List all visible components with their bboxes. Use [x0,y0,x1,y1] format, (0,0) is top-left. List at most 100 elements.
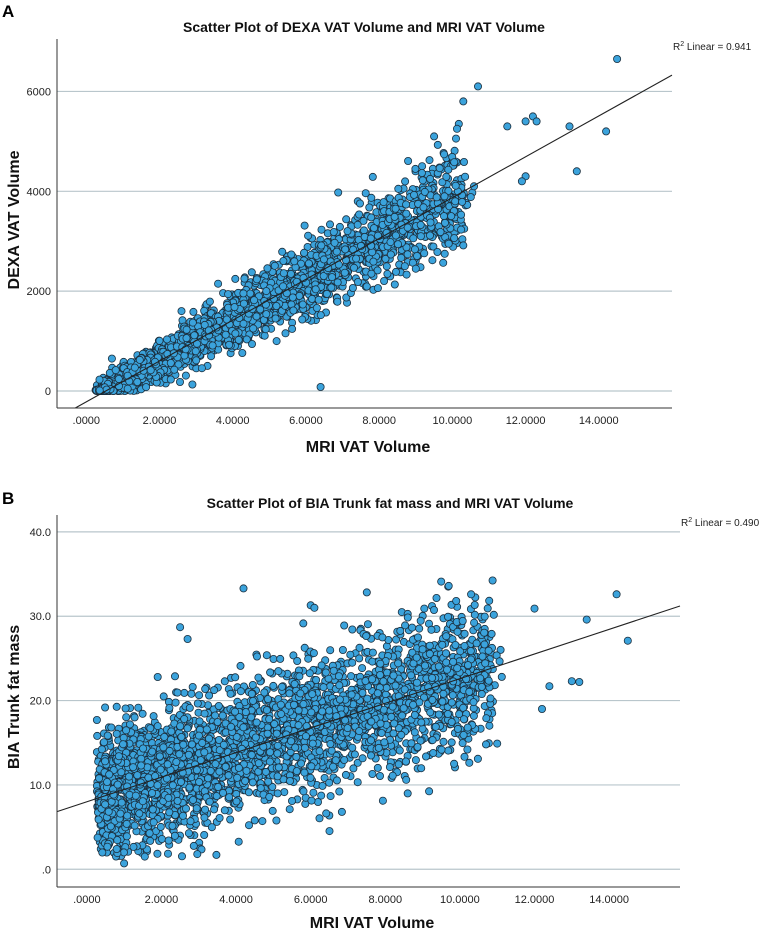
data-point [480,612,489,621]
data-point [189,841,198,850]
data-point [271,314,280,323]
data-point [426,218,435,227]
y-tick-label: 4000 [27,186,51,198]
data-point [340,621,349,630]
data-point [279,282,288,291]
data-point [190,331,199,340]
data-point [250,296,259,305]
data-point [226,815,235,824]
data-point [410,245,419,254]
data-point [300,248,309,257]
data-point [315,814,324,823]
data-point [613,55,622,64]
data-point [238,348,247,357]
data-point [450,158,459,167]
data-point [439,212,448,221]
data-point [418,162,427,171]
data-point [433,140,442,149]
data-point [365,203,374,212]
data-point [517,177,526,186]
data-point [181,371,190,380]
data-point [457,210,466,219]
data-point [442,665,451,674]
data-point [295,291,304,300]
x-axis-title: MRI VAT Volume [306,439,431,456]
x-tick-label: 14.0000 [579,415,619,427]
data-point [411,164,420,173]
data-point [215,814,224,823]
data-point [330,238,339,247]
data-point [470,618,479,627]
chart-title: Scatter Plot of DEXA VAT Volume and MRI … [183,19,545,35]
data-point [481,740,490,749]
data-point [394,184,403,193]
data-points [91,55,622,395]
data-point [286,269,295,278]
data-point [361,189,370,198]
data-point [416,220,425,229]
data-point [252,275,261,284]
data-point [380,276,389,285]
data-point [483,604,492,613]
data-point [193,699,202,708]
data-point [432,193,441,202]
data-point [260,331,269,340]
data-point [451,134,460,143]
data-point [420,604,429,613]
data-point [460,752,469,761]
data-point [242,335,251,344]
data-point [277,682,286,691]
data-point [447,738,456,747]
data-point [262,310,271,319]
x-tick-label: 2.0000 [143,415,177,427]
data-point [452,124,461,133]
data-point [258,817,267,826]
data-point [322,289,331,298]
data-point [297,759,306,768]
data-point [453,627,462,636]
data-point [391,204,400,213]
data-point [433,247,442,256]
data-point [317,241,326,250]
x-tick-label: 8.0000 [362,415,396,427]
data-points [92,576,632,868]
data-point [395,746,404,755]
x-tick-label: 6.0000 [289,415,323,427]
data-point [368,172,377,181]
data-point [385,763,394,772]
data-point [411,264,420,273]
data-point [404,156,413,165]
data-point [220,677,229,686]
data-point [451,197,460,206]
r2-value: Linear = 0.490 [692,518,759,529]
data-point [440,150,449,159]
data-point [369,224,378,233]
data-point [195,717,204,726]
data-point [457,225,466,234]
data-point [459,241,468,250]
data-point [403,223,412,232]
data-point [418,176,427,185]
data-point [391,267,400,276]
data-point [348,625,357,634]
data-point [212,850,221,859]
data-point [309,788,318,797]
data-point [281,329,290,338]
data-point [162,335,171,344]
data-point [192,356,201,365]
data-point [304,231,313,240]
data-point [184,829,193,838]
data-point [114,374,123,383]
r2-superscript: 2 [680,41,684,48]
data-point [429,606,438,615]
data-point [440,192,449,201]
data-point [343,227,352,236]
data-point [602,127,611,136]
data-point [157,835,166,844]
data-point [163,849,172,858]
data-point [487,629,496,638]
data-point [288,324,297,333]
r2-value: Linear = 0.941 [684,42,751,53]
data-point [326,646,335,655]
